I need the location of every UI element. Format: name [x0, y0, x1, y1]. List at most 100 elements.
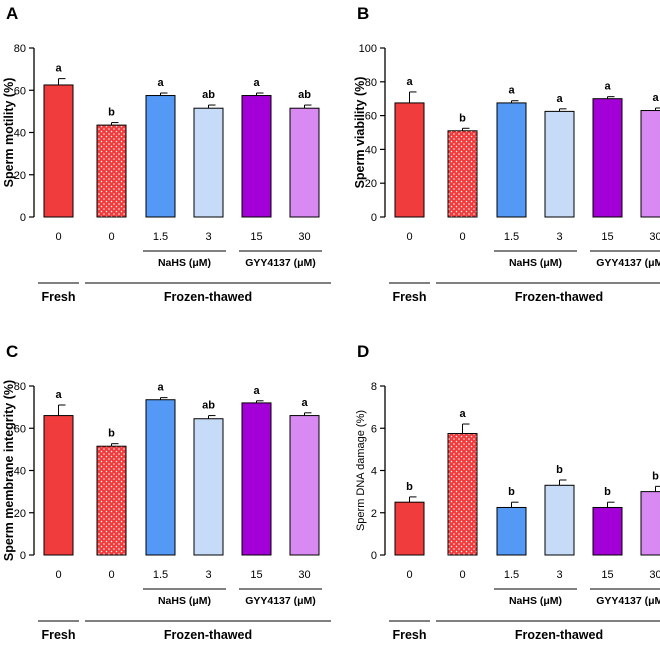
x-tick-label: 15 — [250, 231, 262, 243]
significance-letter: ab — [298, 89, 311, 101]
significance-letter: a — [406, 76, 413, 88]
panel-d-chart: 0 2 4 6 8 Sperm DNA damage (%) b 0 a 0 b 1.5 b 3 b 15 b 3… — [355, 381, 660, 642]
significance-letter: b — [406, 481, 413, 493]
y-tick-label: 40 — [14, 128, 26, 140]
y-tick-label: 0 — [20, 550, 26, 562]
treatment-label: GYY4137 (μM) — [245, 595, 316, 607]
x-tick-label: 0 — [459, 569, 465, 581]
y-axis-title: Sperm DNA damage (%) — [355, 410, 367, 531]
frozen-group-label: Frozen-thawed — [164, 628, 252, 642]
y-tick-label: 80 — [365, 77, 377, 89]
x-tick-label: 30 — [298, 231, 310, 243]
x-tick-label: 3 — [205, 231, 211, 243]
y-axis-title: Sperm membrane integrity (%) — [2, 380, 16, 561]
bar-fresh — [394, 102, 425, 218]
frozen-group-label: Frozen-thawed — [515, 290, 603, 304]
x-tick-label: 3 — [556, 231, 562, 243]
significance-letter: ab — [202, 400, 215, 412]
bar-nahs-3 — [193, 418, 224, 556]
x-tick-label: 30 — [649, 231, 660, 243]
y-tick-label: 8 — [371, 381, 377, 393]
y-axis-title: Sperm viability (%) — [353, 77, 367, 189]
significance-letter: b — [508, 486, 515, 498]
bar-gyy-30 — [640, 110, 660, 218]
significance-letter: a — [508, 85, 515, 97]
y-tick-label: 20 — [14, 170, 26, 182]
bar-nahs-3 — [544, 110, 575, 218]
bar-frozen-control — [447, 433, 478, 556]
frozen-group-label: Frozen-thawed — [164, 290, 252, 304]
bar-nahs-1-5 — [496, 506, 527, 556]
bar-fresh — [43, 415, 74, 556]
significance-letter: a — [652, 92, 659, 104]
bar-nahs-3 — [544, 484, 575, 556]
x-tick-label: 3 — [205, 569, 211, 581]
x-tick-label: 1.5 — [504, 569, 519, 581]
treatment-label: GYY4137 (μM) — [596, 595, 660, 607]
y-tick-label: 80 — [14, 43, 26, 55]
y-tick-label: 60 — [14, 423, 26, 435]
significance-letter: a — [604, 81, 611, 93]
bar-nahs-1-5 — [496, 102, 527, 218]
fresh-group-label: Fresh — [41, 628, 75, 642]
significance-letter: ab — [202, 89, 215, 101]
x-tick-label: 15 — [601, 569, 613, 581]
significance-letter: b — [652, 470, 659, 482]
y-tick-label: 2 — [371, 508, 377, 520]
significance-letter: b — [108, 428, 115, 440]
significance-letter: a — [253, 385, 260, 397]
treatment-label: NaHS (μM) — [158, 595, 211, 607]
y-tick-label: 20 — [365, 178, 377, 190]
x-tick-label: 0 — [55, 231, 61, 243]
treatment-label: NaHS (μM) — [509, 257, 562, 269]
y-tick-label: 6 — [371, 423, 377, 435]
bar-nahs-1-5 — [145, 399, 176, 556]
x-tick-label: 30 — [298, 569, 310, 581]
treatment-label: GYY4137 (μM) — [245, 257, 316, 269]
significance-letter: a — [157, 382, 164, 394]
x-tick-label: 15 — [601, 231, 613, 243]
bar-frozen-control — [96, 445, 127, 556]
treatment-label: GYY4137 (μM) — [596, 257, 660, 269]
y-tick-label: 4 — [371, 466, 377, 478]
fresh-group-label: Fresh — [392, 290, 426, 304]
y-tick-label: 40 — [365, 144, 377, 156]
panel-letter-a: A — [6, 4, 18, 23]
bar-gyy-30 — [289, 107, 320, 218]
y-tick-label: 0 — [371, 212, 377, 224]
panel-a-chart: 0 20 40 60 80 Sperm motility (%) a 0 b 0 a 1.5 ab 3 a 1… — [2, 43, 331, 304]
fresh-group-label: Fresh — [41, 290, 75, 304]
panel-letter-d: D — [357, 342, 369, 361]
x-tick-label: 0 — [459, 231, 465, 243]
x-tick-label: 30 — [649, 569, 660, 581]
significance-letter: a — [301, 397, 308, 409]
y-tick-label: 60 — [14, 85, 26, 97]
bar-gyy-15 — [241, 95, 272, 218]
y-tick-label: 60 — [365, 111, 377, 123]
x-tick-label: 0 — [55, 569, 61, 581]
x-tick-label: 0 — [406, 231, 412, 243]
bar-gyy-30 — [289, 415, 320, 556]
bar-frozen-control — [447, 130, 478, 218]
bar-gyy-15 — [592, 98, 623, 218]
x-tick-label: 3 — [556, 569, 562, 581]
significance-letter: a — [556, 93, 563, 105]
significance-letter: a — [55, 389, 62, 401]
bar-nahs-3 — [193, 107, 224, 218]
x-tick-label: 1.5 — [504, 231, 519, 243]
treatment-label: NaHS (μM) — [158, 257, 211, 269]
y-tick-label: 20 — [14, 508, 26, 520]
treatment-label: NaHS (μM) — [509, 595, 562, 607]
panel-b-chart: 0 20 40 60 80 100 Sperm viability (%) a 0 b 0 a 1.5 a… — [353, 43, 660, 304]
x-tick-label: 1.5 — [153, 231, 168, 243]
significance-letter: a — [55, 63, 62, 75]
bar-fresh — [394, 501, 425, 556]
significance-letter: a — [459, 408, 466, 420]
significance-letter: b — [604, 486, 611, 498]
y-tick-label: 80 — [14, 381, 26, 393]
significance-letter: b — [108, 107, 115, 119]
bar-gyy-30 — [640, 491, 660, 556]
x-tick-label: 15 — [250, 569, 262, 581]
